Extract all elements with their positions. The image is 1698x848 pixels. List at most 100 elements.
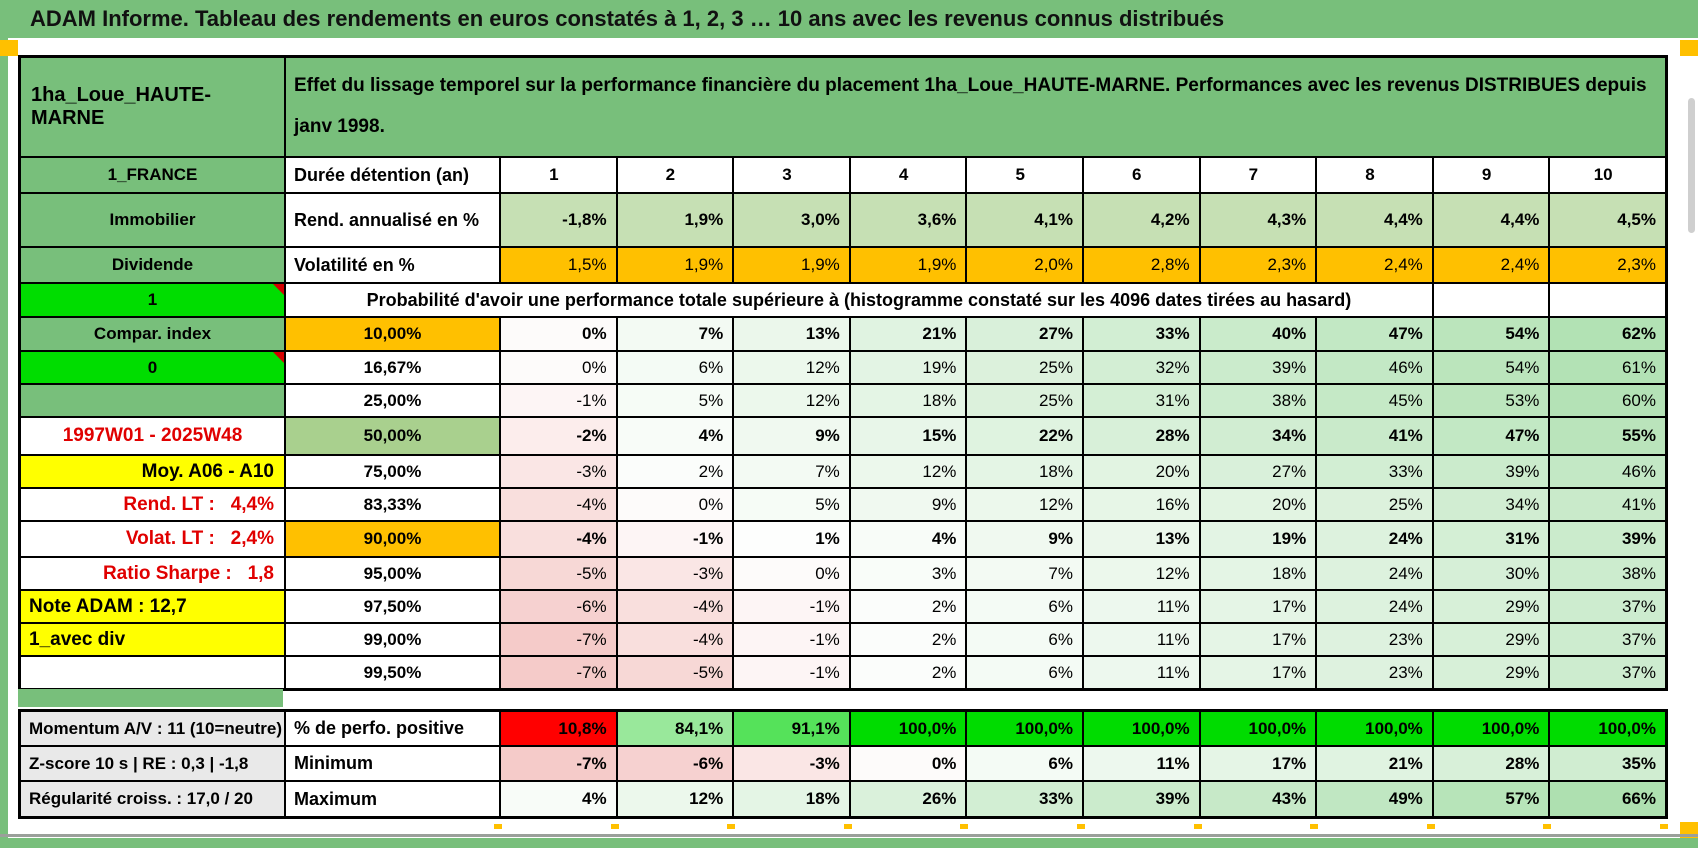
info-cell	[20, 656, 285, 689]
probability-cell: 29%	[1432, 656, 1550, 689]
probability-cell: 32%	[1082, 351, 1200, 384]
probability-cell: -5%	[616, 656, 734, 689]
probability-cell: -7%	[500, 656, 617, 689]
comment-marker-icon	[273, 352, 284, 363]
probability-cell: -7%	[500, 623, 617, 656]
probability-cell: 28%	[1082, 417, 1200, 455]
probability-cell: 0%	[733, 557, 850, 590]
probability-cell: 12%	[849, 455, 967, 488]
probability-cell: 5%	[733, 488, 850, 521]
volat-cell: 1,9%	[849, 247, 967, 283]
summary-cell: 4%	[500, 781, 617, 817]
column-tick-marker	[727, 824, 736, 829]
probability-cell: 23%	[1316, 623, 1433, 656]
summary-cell: -6%	[616, 746, 734, 781]
probability-row-label: 95,00%	[285, 557, 500, 590]
probability-cell: 39%	[1432, 455, 1550, 488]
rend-cell: 1,9%	[616, 193, 734, 247]
summary-cell: 57%	[1432, 781, 1550, 817]
probability-cell: 45%	[1316, 384, 1433, 417]
probability-cell: 11%	[1082, 590, 1200, 623]
column-tick-marker	[1660, 824, 1668, 829]
probability-cell: 47%	[1316, 317, 1433, 351]
duration-cell: 3	[733, 157, 850, 193]
probability-cell: -4%	[500, 488, 617, 521]
info-cell: Volat. LT : 2,4%	[20, 521, 285, 557]
probability-cell: 13%	[733, 317, 850, 351]
probability-cell: -5%	[500, 557, 617, 590]
left-frame-border	[0, 38, 8, 848]
summary-cell: 18%	[733, 781, 850, 817]
rend-cell: 4,4%	[1316, 193, 1433, 247]
rend-cell: -1,8%	[500, 193, 617, 247]
probability-cell: 6%	[966, 656, 1083, 689]
rend-cell: 4,4%	[1432, 193, 1550, 247]
duration-cell: 5	[966, 157, 1083, 193]
probability-cell: 39%	[1199, 351, 1317, 384]
probability-cell: 3%	[849, 557, 967, 590]
column-tick-marker	[1193, 824, 1202, 829]
volat-cell: 2,0%	[966, 247, 1083, 283]
probability-cell: 12%	[733, 384, 850, 417]
probability-cell: 11%	[1082, 656, 1200, 689]
probability-row-label: 99,50%	[285, 656, 500, 689]
summary-cell: 11%	[1082, 746, 1200, 781]
summary-cell: 100,0%	[1432, 711, 1550, 746]
probability-cell: 9%	[849, 488, 967, 521]
volat-cell: 2,4%	[1316, 247, 1433, 283]
info-cell: 1_FRANCE	[20, 157, 285, 193]
probability-cell: 31%	[1082, 384, 1200, 417]
probability-cell: 20%	[1199, 488, 1317, 521]
probability-cell: 18%	[966, 455, 1083, 488]
probability-cell: -4%	[616, 590, 734, 623]
probability-cell: 31%	[1432, 521, 1550, 557]
summary-cell: 66%	[1549, 781, 1666, 817]
probability-cell: 30%	[1432, 557, 1550, 590]
probability-cell: 37%	[1549, 623, 1666, 656]
rend-cell: 4,3%	[1199, 193, 1317, 247]
probability-row-label: 97,50%	[285, 590, 500, 623]
probability-cell: 33%	[1316, 455, 1433, 488]
summary-cell: 33%	[966, 781, 1083, 817]
duration-row-label: Durée détention (an)	[285, 157, 500, 193]
probability-cell: 25%	[966, 351, 1083, 384]
probability-cell: 53%	[1432, 384, 1550, 417]
summary-cell: 100,0%	[1082, 711, 1200, 746]
probability-header-cell: Probabilité d'avoir une performance tota…	[285, 283, 1433, 317]
probability-cell: 60%	[1549, 384, 1666, 417]
probability-cell: -1%	[500, 384, 617, 417]
summary-cell: 12%	[616, 781, 734, 817]
summary-info-cell: Momentum A/V : 11 (10=neutre)	[20, 711, 285, 746]
summary-cell: 49%	[1316, 781, 1433, 817]
info-cell: 0	[20, 351, 285, 384]
probability-cell: 2%	[616, 455, 734, 488]
probability-cell: 0%	[500, 317, 617, 351]
info-cell: Ratio Sharpe : 1,8	[20, 557, 285, 590]
info-cell: Rend. LT : 4,4%	[20, 488, 285, 521]
rend-row-label: Rend. annualisé en %	[285, 193, 500, 247]
probability-row-label: 16,67%	[285, 351, 500, 384]
probability-cell: 46%	[1316, 351, 1433, 384]
info-cell	[20, 384, 285, 417]
probability-cell: 24%	[1316, 590, 1433, 623]
vertical-scrollbar-thumb[interactable]	[1688, 98, 1695, 233]
probability-cell: 22%	[966, 417, 1083, 455]
probability-cell: 38%	[1549, 557, 1666, 590]
summary-cell: 28%	[1432, 746, 1550, 781]
probability-cell: -3%	[500, 455, 617, 488]
bottom-frame-border	[0, 838, 1698, 848]
info-cell: 1997W01 - 2025W48	[20, 417, 285, 455]
volat-cell: 2,4%	[1432, 247, 1550, 283]
empty-cell	[1549, 283, 1666, 317]
probability-cell: 15%	[849, 417, 967, 455]
corner-marker-top-left	[0, 40, 18, 56]
comment-marker-icon	[273, 284, 284, 295]
probability-cell: 13%	[1082, 521, 1200, 557]
info-cell: Compar. index	[20, 317, 285, 351]
probability-cell: -1%	[616, 521, 734, 557]
probability-cell: 62%	[1549, 317, 1666, 351]
summary-cell: 100,0%	[966, 711, 1083, 746]
probability-cell: -4%	[500, 521, 617, 557]
summary-cell: -3%	[733, 746, 850, 781]
